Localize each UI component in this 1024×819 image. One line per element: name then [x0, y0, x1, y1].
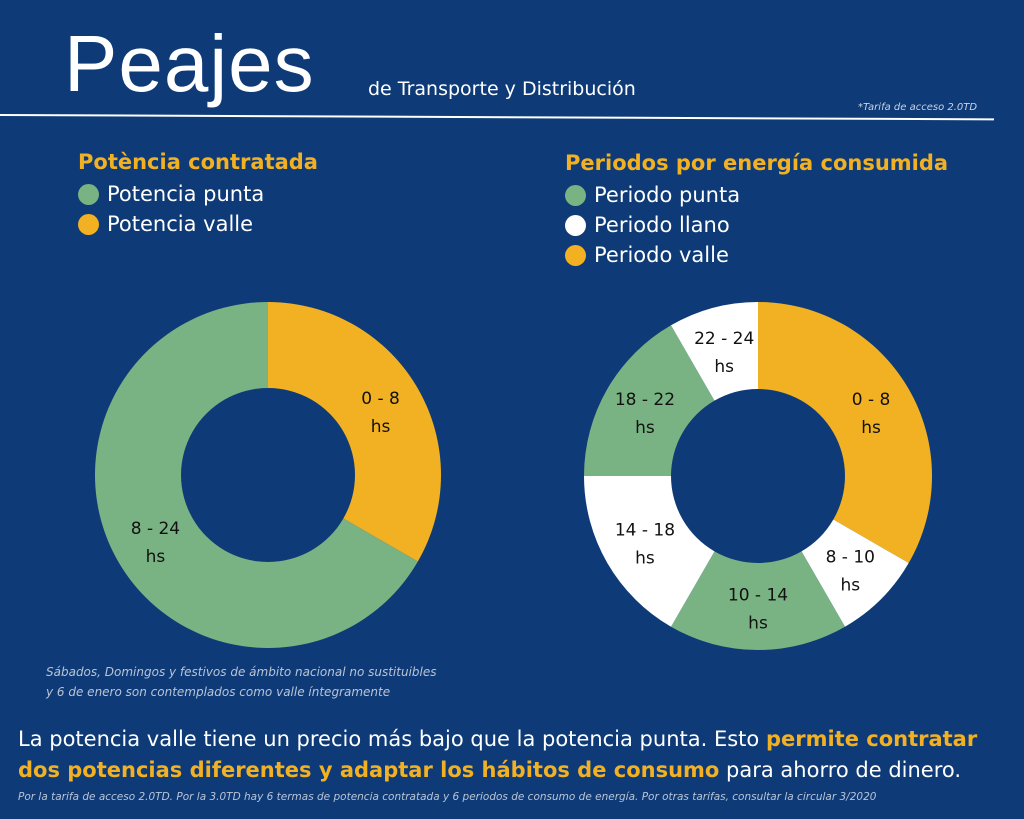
slice-label: 14 - 18: [615, 520, 675, 540]
main-text-highlight: permite contratar dos potencias diferent…: [18, 727, 978, 782]
legend-dot-icon: [78, 213, 99, 235]
slice-label: 18 - 22: [615, 390, 675, 410]
legend-item: Periodo valle: [565, 243, 948, 267]
page-subtitle: de Transporte y Distribución: [368, 78, 636, 100]
donut-slice: [801, 519, 909, 627]
legend-left: Potència contratada Potencia punta Potenc…: [78, 150, 318, 236]
slice-label: hs: [371, 417, 391, 437]
weekend-note-line: y 6 de enero son contemplados como valle…: [46, 685, 391, 699]
donut-slice: [584, 325, 715, 476]
slice-label: hs: [714, 357, 734, 377]
legend-label: Periodo llano: [594, 213, 730, 237]
chart-title-left: Potència contratada: [78, 150, 318, 174]
slice-label: hs: [861, 418, 881, 438]
chart-title-right: Periodos por energía consumida: [565, 151, 949, 175]
main-text-2: para ahorro de dinero.: [719, 758, 962, 782]
slice-label: 0 - 8: [361, 389, 400, 409]
legend-item: Potencia punta: [78, 182, 318, 206]
legend-right: Periodos por energía consumida Periodo p…: [565, 151, 948, 267]
slice-label: 8 - 10: [826, 547, 875, 567]
main-message: La potencia valle tiene un precio más ba…: [18, 724, 1018, 786]
donut-slice: [671, 551, 845, 650]
legend-dot-icon: [565, 184, 586, 206]
slice-label: hs: [635, 418, 655, 438]
slice-label: hs: [840, 575, 860, 595]
donut-slice: [584, 476, 715, 627]
slice-label: 8 - 24: [131, 519, 180, 539]
legend-item: Periodo punta: [565, 183, 948, 207]
tariff-footnote: Por la tarifa de acceso 2.0TD. Por la 3.…: [18, 791, 877, 803]
legend-label: Periodo valle: [594, 243, 729, 267]
page-title: Peajes: [64, 19, 315, 108]
slice-label: 10 - 14: [728, 586, 788, 606]
weekend-note: Sábados, Domingos y festivos de ámbito n…: [46, 662, 437, 702]
legend-item: Potencia valle: [78, 212, 318, 236]
legend-dot-icon: [565, 244, 586, 266]
slice-label: 22 - 24: [694, 329, 754, 349]
weekend-note-line: Sábados, Domingos y festivos de ámbito n…: [46, 665, 437, 679]
legend-label: Potencia punta: [107, 182, 265, 206]
slice-label: 0 - 8: [852, 390, 891, 410]
tariff-note: *Tarifa de acceso 2.0TD: [858, 102, 978, 113]
slice-label: hs: [748, 614, 768, 634]
legend-label: Potencia valle: [107, 212, 254, 236]
main-text-1: La potencia valle tiene un precio más ba…: [18, 727, 766, 751]
legend-dot-icon: [78, 183, 99, 205]
donut-slice: [671, 302, 758, 401]
donut-slice: [94, 302, 418, 648]
legend-item: Periodo llano: [565, 213, 948, 237]
legend-label: Periodo punta: [594, 183, 741, 207]
slice-label: hs: [635, 548, 655, 568]
donut-slice: [268, 302, 441, 562]
donut-slice: [758, 302, 932, 563]
slice-label: hs: [146, 547, 166, 567]
legend-dot-icon: [565, 214, 586, 236]
